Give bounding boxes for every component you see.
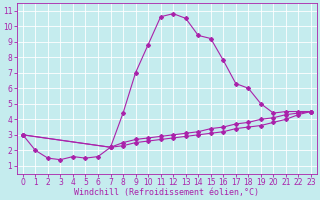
X-axis label: Windchill (Refroidissement éolien,°C): Windchill (Refroidissement éolien,°C) <box>74 188 260 197</box>
